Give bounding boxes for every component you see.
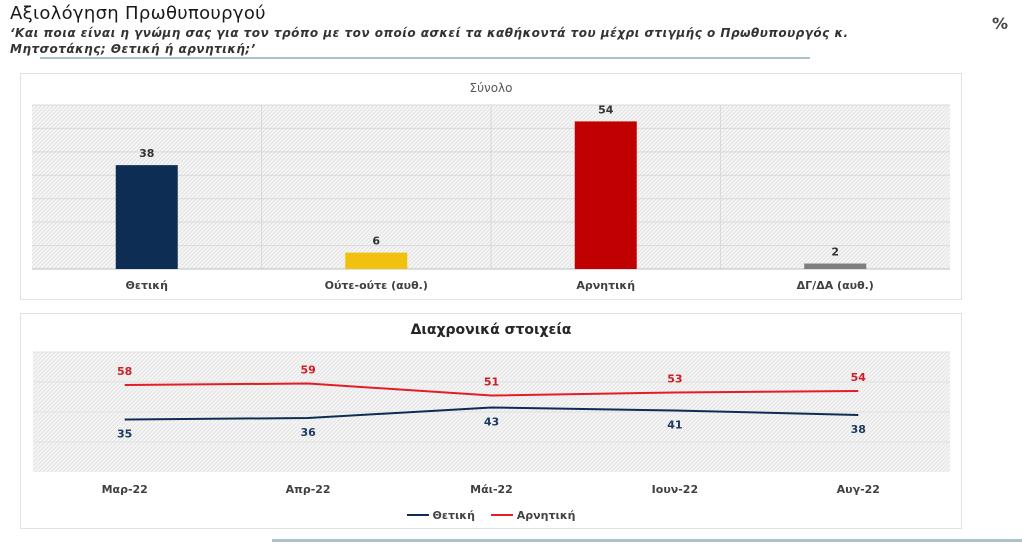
line-category-label: Αυγ-22 <box>837 483 880 496</box>
bar-category-label: ΔΓ/ΔΑ (αυθ.) <box>797 279 874 292</box>
unit-label: % <box>991 14 1008 33</box>
legend-label-negative: Αρνητική <box>516 508 576 522</box>
bar <box>574 121 637 270</box>
line-value-label: 41 <box>667 419 682 432</box>
line-value-label: 36 <box>300 426 316 439</box>
line-chart: Μαρ-22 Απρ-22 Μάι-22 Ιουν-22 Αυγ-22 35 36 43 41 3… <box>33 351 950 496</box>
bar-category-label: Θετική <box>126 279 168 292</box>
bar-category-label: Ούτε-ούτε (αυθ.) <box>325 279 428 292</box>
line-value-label: 54 <box>851 371 867 384</box>
line-value-label: 51 <box>484 376 499 389</box>
bar-chart: 38 Θετική 6 Ούτε-ούτε (αυθ.) 54 Αρνητική 2 ΔΓ/Δ… <box>32 103 950 292</box>
top-divider <box>40 57 810 59</box>
series-line <box>124 406 859 421</box>
line-value-label: 35 <box>117 428 132 441</box>
question-subtitle: ‘Και ποια είναι η γνώμη σας για τον τρόπ… <box>10 26 849 56</box>
line-category-label: Μαρ-22 <box>102 483 148 496</box>
legend-item-positive: Θετική <box>406 508 475 522</box>
bar <box>804 263 867 269</box>
line-value-label: 38 <box>851 423 866 436</box>
line-category-label: Μάι-22 <box>470 483 513 496</box>
bar-chart-title: Σύνολο <box>469 81 513 95</box>
bar <box>345 252 408 269</box>
bar-category-label: Αρνητική <box>576 279 635 292</box>
line-category-label: Απρ-22 <box>286 483 331 496</box>
bar-chart-panel: Σύνολο 38 Θετική 6 Ούτε-ούτε (αυθ.) 54 Αρνητι… <box>20 73 962 300</box>
page-title: Αξιολόγηση Πρωθυπουργού <box>10 3 266 24</box>
bar <box>115 165 178 269</box>
line-chart-legend: Θετική Αρνητική <box>21 506 961 522</box>
bar-value-label: 2 <box>831 246 839 259</box>
bar-value-label: 38 <box>139 147 154 160</box>
legend-item-negative: Αρνητική <box>490 508 576 522</box>
line-chart-title: Διαχρονικά στοιχεία <box>410 322 572 338</box>
line-value-label: 43 <box>484 416 499 429</box>
legend-swatch-negative <box>490 514 513 516</box>
series-line <box>124 382 859 397</box>
legend-label-positive: Θετική <box>432 508 475 522</box>
legend-swatch-positive <box>406 514 429 516</box>
bar-value-label: 6 <box>372 235 380 248</box>
line-chart-panel: Διαχρονικά στοιχεία Μαρ-22 Απρ-22 Μάι-22 Ιο… <box>20 313 962 529</box>
line-value-label: 59 <box>300 364 315 377</box>
bottom-divider <box>272 539 1022 542</box>
line-category-label: Ιουν-22 <box>652 483 698 496</box>
line-value-label: 53 <box>667 373 682 386</box>
line-value-label: 58 <box>117 365 132 378</box>
bar-value-label: 54 <box>598 103 614 116</box>
